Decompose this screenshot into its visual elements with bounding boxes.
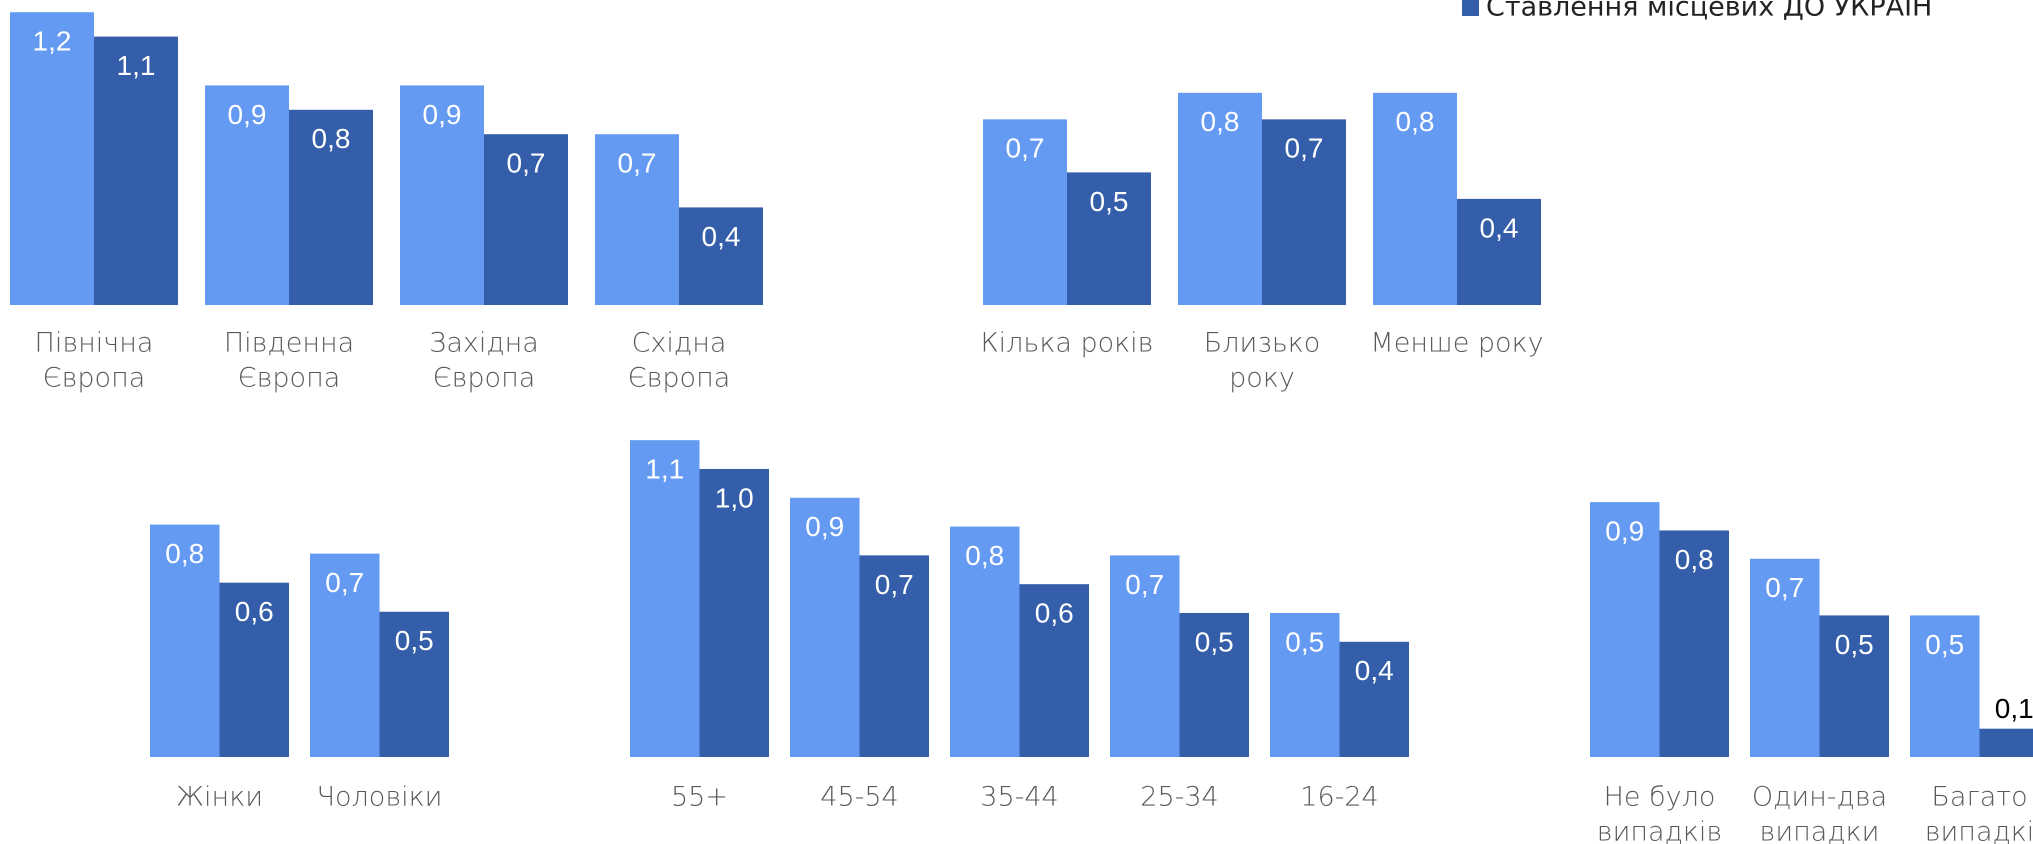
value-label: 0,8 (165, 538, 204, 569)
value-label: 0,5 (395, 625, 434, 656)
value-label: 0,4 (702, 221, 741, 252)
category-label: 16-24 (1300, 782, 1378, 813)
value-label: 0,7 (507, 148, 546, 179)
bar (1750, 558, 1820, 757)
value-label: 0,8 (965, 540, 1004, 571)
value-label: 0,5 (1835, 629, 1874, 660)
value-label: 0,7 (325, 567, 364, 598)
bar (1178, 92, 1262, 306)
bar (1979, 728, 2033, 757)
category-label: 45-54 (820, 782, 898, 813)
bar (219, 582, 289, 757)
value-label: 1,1 (645, 454, 684, 485)
value-label: 0,8 (1201, 106, 1240, 137)
bar (859, 555, 929, 757)
value-label: 0,9 (423, 99, 462, 130)
bar (379, 611, 449, 757)
value-label: 0,8 (1396, 106, 1435, 137)
value-label: 0,4 (1480, 212, 1519, 243)
value-label: 0,6 (235, 596, 274, 627)
bar (1067, 172, 1151, 305)
bar (983, 119, 1067, 305)
category-label: 35-44 (980, 782, 1058, 813)
category-label: Не було (1604, 782, 1716, 813)
value-label: 0,8 (1675, 544, 1714, 575)
category-label: Європа (433, 363, 536, 394)
category-label: Європа (238, 363, 341, 394)
category-label: Кілька років (980, 328, 1153, 359)
bar (1270, 612, 1340, 757)
category-label: випадків (1597, 817, 1722, 844)
category-label: 25-34 (1140, 782, 1218, 813)
category-label: Південна (224, 328, 354, 359)
category-label: Один-два (1752, 782, 1887, 813)
bar (1659, 530, 1729, 757)
value-label: 0,9 (228, 99, 267, 130)
bar (1457, 198, 1541, 305)
bar (1019, 584, 1089, 757)
bar (400, 85, 484, 306)
bar (790, 497, 860, 757)
category-label: Багато (1931, 782, 2027, 813)
category-label: Менше року (1370, 328, 1543, 359)
category-label: випадки (1760, 817, 1880, 844)
value-label: 1,2 (33, 26, 72, 57)
value-label: 0,7 (618, 148, 657, 179)
bar (1373, 92, 1457, 306)
bar (1590, 502, 1660, 757)
bar (950, 526, 1020, 757)
value-label: 0,7 (875, 569, 914, 600)
value-label: 0,6 (1035, 598, 1074, 629)
value-label: 0,1 (1995, 693, 2033, 724)
value-label: 0,4 (1355, 655, 1394, 686)
bar (150, 524, 220, 757)
bar (1179, 612, 1249, 757)
category-label: року (1229, 363, 1295, 394)
value-label: 0,5 (1925, 629, 1964, 660)
value-label: 1,0 (715, 482, 754, 513)
category-label: Європа (43, 363, 146, 394)
value-label: 0,9 (1605, 516, 1644, 547)
bar (630, 440, 700, 757)
value-label: 0,7 (1765, 572, 1804, 603)
category-label: Східна (632, 328, 727, 359)
category-label: Європа (628, 363, 731, 394)
value-label: 0,7 (1125, 569, 1164, 600)
bar (94, 36, 178, 305)
bar (205, 85, 289, 306)
value-label: 1,1 (117, 50, 156, 81)
value-label: 0,7 (1285, 133, 1324, 164)
value-label: 0,7 (1006, 133, 1045, 164)
category-label: Північна (35, 328, 154, 359)
category-label: Близько (1204, 328, 1321, 359)
bar (679, 207, 763, 305)
value-label: 0,5 (1195, 626, 1234, 657)
category-label: Чоловіки (317, 782, 443, 813)
category-label: 55+ (671, 782, 728, 813)
bar (1910, 615, 1980, 757)
bar (1819, 615, 1889, 757)
value-label: 0,5 (1090, 186, 1129, 217)
bar (595, 134, 679, 305)
bar (10, 12, 94, 305)
bar (699, 468, 769, 757)
bar (1262, 119, 1346, 305)
legend-swatch (1462, 0, 1479, 16)
value-label: 0,9 (805, 511, 844, 542)
bar (1339, 641, 1409, 757)
bar (1110, 555, 1180, 757)
value-label: 0,5 (1285, 626, 1324, 657)
bar (310, 553, 380, 757)
bar (484, 134, 568, 305)
category-label: Західна (429, 328, 539, 359)
value-label: 0,8 (312, 123, 351, 154)
legend-label: Ставлення місцевих ДО УКРАЇН (1486, 0, 1932, 23)
category-label: Жінки (176, 782, 263, 813)
category-label: випадкі (1925, 817, 2033, 844)
bar (289, 109, 373, 305)
